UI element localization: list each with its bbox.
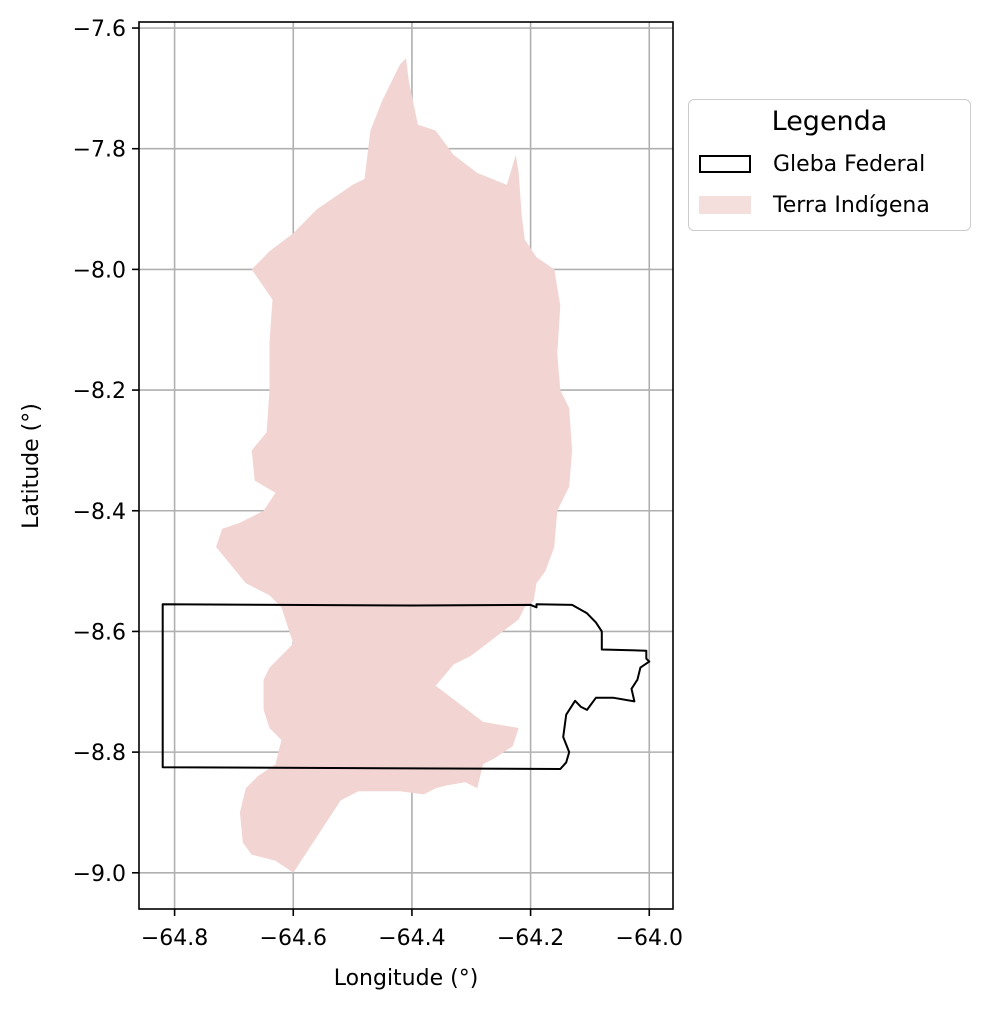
legend-swatch-outline <box>699 155 751 173</box>
y-tick-label: −8.8 <box>73 741 126 766</box>
map-layers <box>161 58 651 873</box>
axes-frame <box>138 21 674 910</box>
x-tick-label: −64.6 <box>260 926 327 951</box>
x-axis-label: Longitude (°) <box>334 966 479 991</box>
legend: Legenda Gleba Federal Terra Indígena <box>688 99 971 231</box>
x-tick-label: −64.2 <box>497 926 564 951</box>
gleba-federal-boundary <box>161 603 651 770</box>
y-axis-label: Latitude (°) <box>19 403 44 529</box>
legend-title: Legenda <box>771 106 888 137</box>
x-tick-label: −64.8 <box>141 926 208 951</box>
y-tick-label: −8.0 <box>73 258 126 283</box>
legend-item-gleba-federal: Gleba Federal <box>699 151 925 177</box>
x-tick-label: −64.4 <box>378 926 445 951</box>
terra-indigena-area <box>216 58 573 873</box>
x-tick-label: −64.0 <box>616 926 683 951</box>
legend-swatch-fill <box>699 196 751 214</box>
legend-label: Terra Indígena <box>773 192 930 218</box>
y-tick-label: −7.6 <box>73 17 126 42</box>
legend-label: Gleba Federal <box>773 151 926 177</box>
y-tick-label: −9.0 <box>73 862 126 887</box>
y-tick-label: −7.8 <box>73 138 126 163</box>
y-tick-label: −8.6 <box>73 620 126 645</box>
legend-item-terra-indigena: Terra Indígena <box>699 192 930 218</box>
y-tick-label: −8.2 <box>73 379 126 404</box>
y-tick-label: −8.4 <box>73 500 126 525</box>
axis-ticks: −64.8 −64.6 −64.4 −64.2 −64.0 −7.6 −7.8 −8.0 −8.… <box>73 17 683 951</box>
